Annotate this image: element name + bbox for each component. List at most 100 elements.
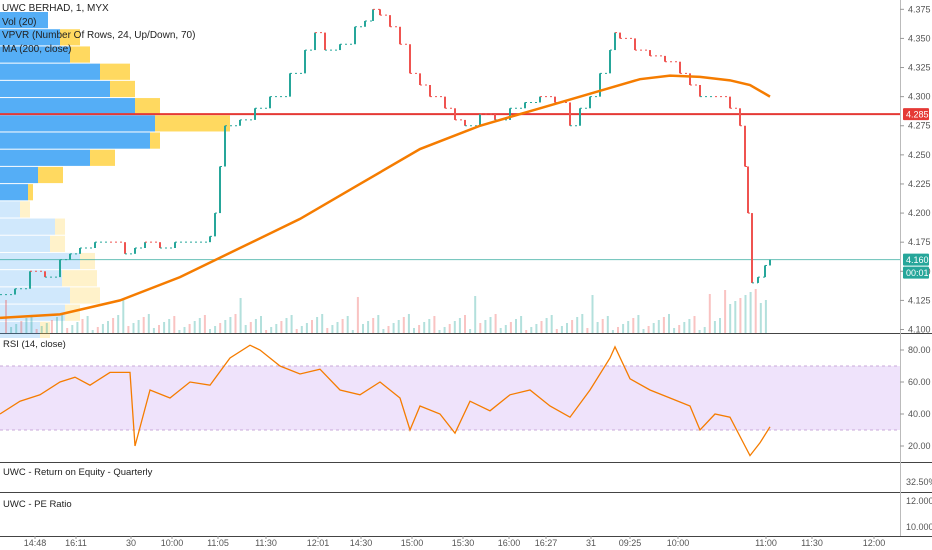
time-tick-label-0: 14:48 [24,538,47,548]
volume-bar-132 [678,325,681,333]
vp-up-bar-12 [0,218,55,235]
volume-bar-13 [71,325,74,333]
volume-bar-142 [729,304,732,333]
volume-bar-51 [265,330,268,333]
volume-bar-19 [101,324,104,333]
volume-bar-34 [178,330,181,333]
countdown-badge-label: 00:01 [906,268,929,278]
volume-bar-131 [673,328,676,333]
volume-bar-94 [484,320,487,333]
vp-up-bar-16 [0,287,70,304]
volume-bar-108 [555,329,558,333]
volume-bar-92 [474,296,477,333]
vp-up-bar-8 [0,149,90,166]
volume-bar-68 [351,330,354,333]
vp-up-bar-2 [0,46,70,63]
volume-bar-5 [30,315,33,333]
rsi-pane-title[interactable]: RSI (14, close) [3,339,66,350]
volume-bar-112 [576,317,579,333]
volume-bar-14 [76,322,79,333]
time-tick-label-6: 12:01 [307,538,330,548]
volume-bar-57 [295,329,298,333]
volume-bar-144 [739,298,742,333]
indicator-vpvr[interactable]: VPVR (Number Of Rows, 24, Up/Down, 70) [2,30,196,41]
volume-bar-121 [622,324,625,333]
resistance-badge-label: 4.285 [906,110,929,120]
volume-bar-53 [275,324,278,333]
volume-bar-66 [341,319,344,333]
vp-down-bar-11 [20,201,30,218]
price-tick-label-7: 4.200 [908,208,931,218]
vp-down-bar-6 [155,115,230,132]
indicator-ma[interactable]: MA (200, close) [2,43,72,55]
volume-bar-86 [443,327,446,333]
volume-bar-146 [749,292,752,333]
volume-bar-72 [372,318,375,333]
symbol-title[interactable]: UWC BERHAD, 1, MYX [2,3,109,14]
volume-bar-20 [107,321,109,333]
indicator-vol[interactable]: Vol (20) [2,16,37,28]
volume-bar-59 [305,323,308,333]
volume-bar-71 [367,321,370,333]
volume-bar-91 [469,329,472,333]
volume-bar-17 [91,330,94,333]
volume-bar-82 [423,322,426,333]
volume-bar-130 [668,314,670,333]
time-tick-label-5: 11:30 [255,538,277,548]
volume-bar-120 [617,327,619,333]
price-tick-label-10: 4.125 [908,295,931,305]
vp-down-bar-18 [40,321,50,338]
rsi-tick-label-1: 60.00 [908,377,931,387]
volume-bar-140 [719,318,721,333]
volume-bar-32 [168,319,171,333]
volume-bar-119 [611,330,614,333]
roe-tick-label-0: 32.50% [906,477,932,487]
volume-bar-117 [601,319,604,333]
volume-bar-61 [316,317,319,333]
price-tick-label-1: 4.350 [908,33,931,43]
vp-down-bar-13 [50,235,65,252]
time-tick-label-13: 09:25 [619,538,642,548]
volume-bar-137 [703,327,706,333]
volume-bar-55 [285,318,288,333]
pe-pane-title[interactable]: UWC - PE Ratio [3,499,72,510]
volume-bar-24 [127,326,130,333]
volume-bar-149 [764,300,767,333]
volume-bar-27 [142,317,145,333]
vp-up-bar-18 [0,321,40,338]
volume-bar-126 [647,326,650,333]
volume-bar-69 [356,297,359,333]
vp-down-bar-7 [150,132,160,149]
vp-down-bar-2 [70,46,90,63]
rsi-band [0,366,900,430]
resistance-badge [903,108,929,121]
volume-bar-1 [10,327,13,333]
time-tick-label-4: 11:05 [207,538,229,548]
volume-bar-77 [397,320,400,333]
volume-bar-73 [377,315,380,333]
time-tick-label-15: 11:00 [755,538,777,548]
volume-bar-143 [734,301,737,333]
time-tick-label-16: 11:30 [801,538,823,548]
volume-bar-85 [438,330,441,333]
time-tick-label-3: 10:00 [161,538,184,548]
ma-line [0,74,771,320]
price-tick-label-2: 4.325 [908,63,931,73]
vp-down-bar-1 [60,29,80,46]
vp-up-bar-4 [0,80,110,98]
roe-pane-title[interactable]: UWC - Return on Equity - Quarterly [3,467,153,478]
volume-bar-9 [50,320,53,333]
volume-bar-105 [540,321,543,333]
vp-up-bar-11 [0,201,20,218]
volume-bar-122 [627,321,630,333]
volume-bar-49 [254,319,257,333]
volume-bar-106 [545,318,548,333]
volume-bar-79 [407,314,410,333]
volume-bar-87 [448,324,451,333]
volume-bar-22 [117,315,120,333]
pe-tick-label-0: 12.000 [906,496,932,506]
volume-bar-16 [86,316,89,333]
price-tick-label-5: 4.250 [908,150,931,160]
price-tick-label-0: 4.375 [908,4,931,14]
